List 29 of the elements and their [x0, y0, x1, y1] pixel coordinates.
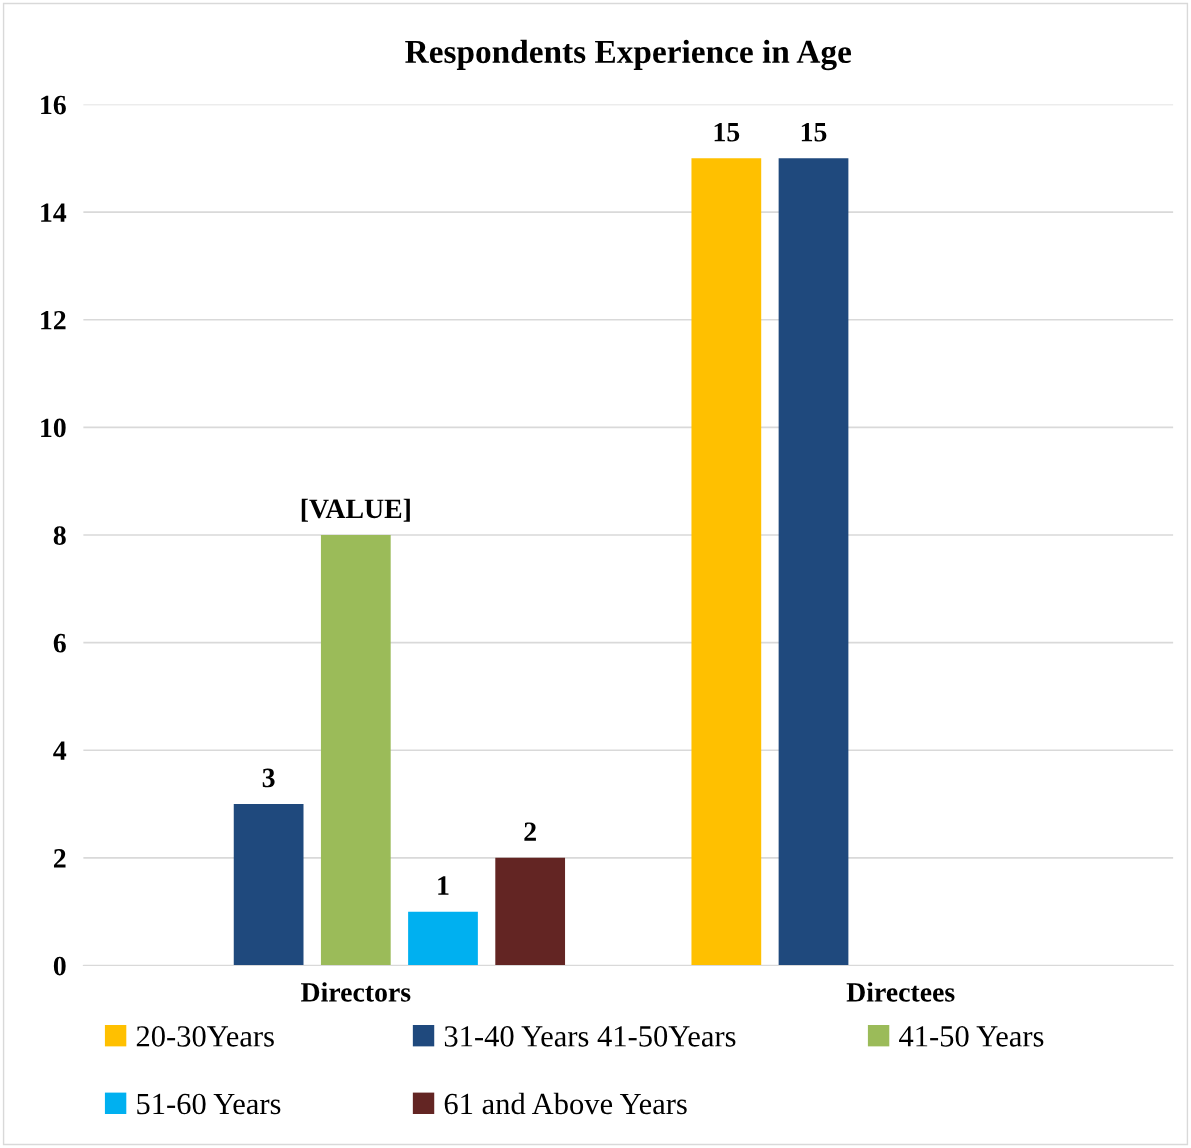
- legend-label: 20-30Years: [136, 1026, 274, 1047]
- x-tick-label: Directors: [301, 982, 411, 1002]
- legend-label: 61 and Above Years: [444, 1092, 687, 1115]
- bar: [495, 857, 566, 966]
- y-tick-label: 2: [53, 849, 66, 868]
- y-tick-label: 14: [41, 203, 67, 222]
- data-label: 3: [262, 768, 275, 788]
- legend-label: 51-60 Years: [137, 1093, 281, 1115]
- bar: [233, 804, 304, 966]
- bar: [691, 158, 762, 966]
- y-tick-label: 0: [53, 956, 66, 976]
- data-label: 15: [801, 122, 827, 142]
- data-label: 1: [438, 876, 449, 895]
- bar: [778, 158, 849, 966]
- data-label: 15: [714, 122, 740, 142]
- y-tick-label: 6: [53, 633, 66, 653]
- y-tick-label: 10: [41, 418, 66, 438]
- y-tick-label: 12: [41, 310, 66, 330]
- y-tick-label: 16: [41, 95, 66, 115]
- y-tick-label: 8: [53, 526, 66, 545]
- chart-title: Respondents Experience in Age: [405, 39, 852, 71]
- legend-label: 31-40 Years 41-50Years: [444, 1026, 736, 1047]
- data-label: 2: [524, 822, 536, 841]
- data-label: [VALUE]: [301, 498, 410, 522]
- y-tick-label: 4: [53, 741, 67, 760]
- bar: [408, 911, 478, 966]
- bar: [320, 534, 391, 966]
- legend-label: 41-50 Years: [899, 1026, 1044, 1047]
- x-tick-label: Directees: [846, 982, 955, 1002]
